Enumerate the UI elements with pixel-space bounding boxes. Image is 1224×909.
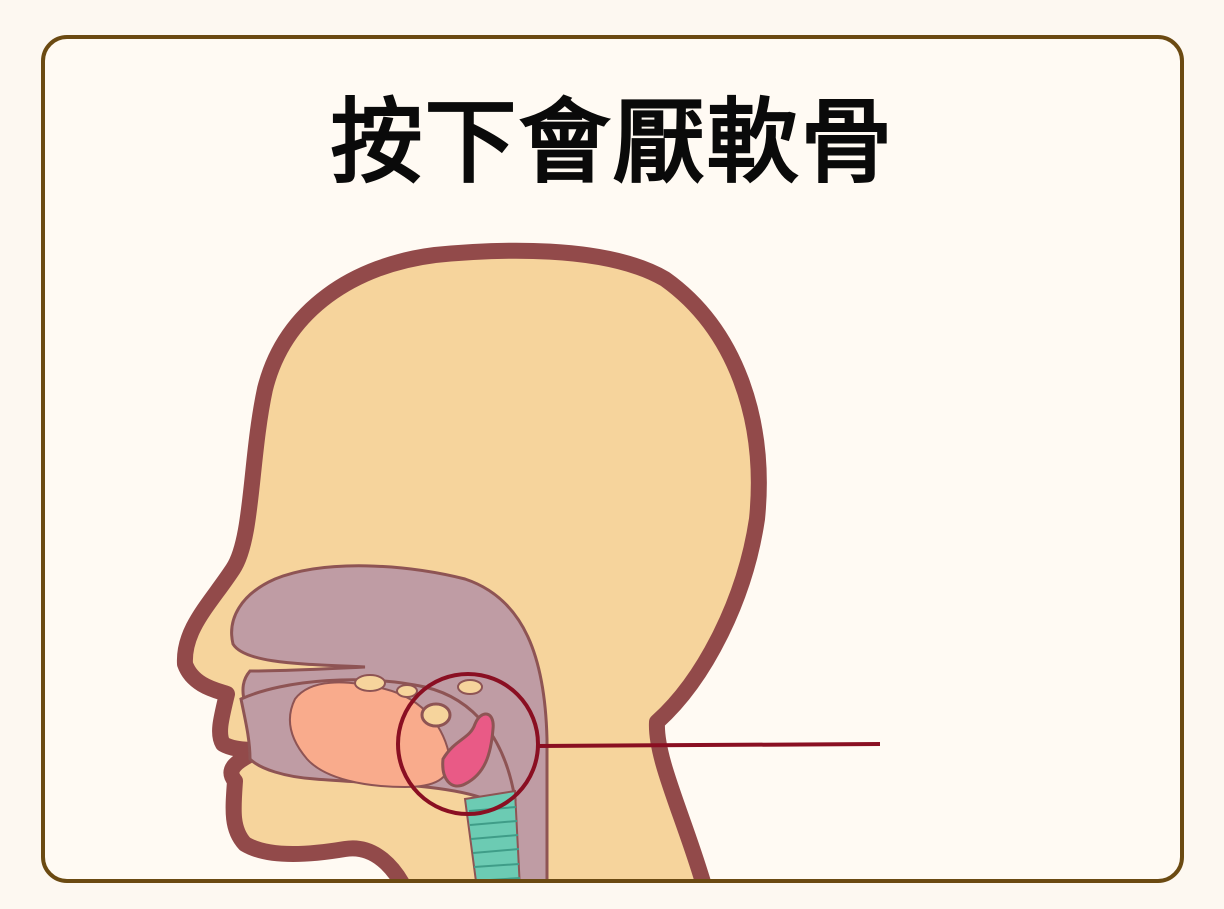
- palate-bump: [354, 674, 386, 692]
- callout-line: [537, 742, 881, 748]
- head-cross-section-illustration: [176, 242, 881, 879]
- epiglottis: [441, 712, 495, 788]
- hyoid-bone: [420, 702, 452, 728]
- card-frame: 按下會厭軟骨: [41, 35, 1184, 883]
- trachea-rings: [468, 806, 521, 879]
- palate-bump: [396, 684, 418, 698]
- page-title: 按下會厭軟骨: [330, 89, 895, 196]
- palate-bump: [457, 679, 483, 695]
